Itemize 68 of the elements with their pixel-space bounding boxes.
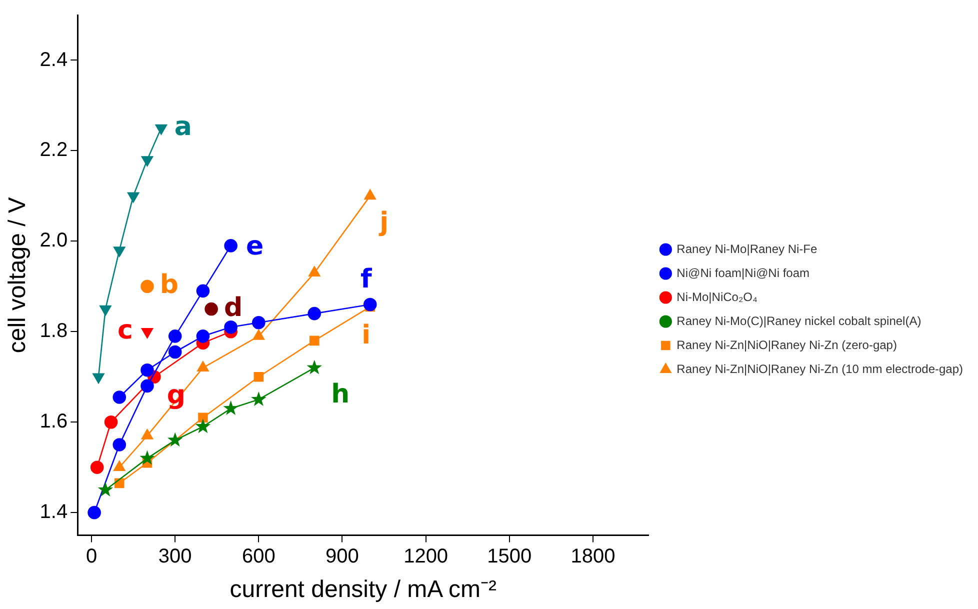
point: [114, 460, 126, 471]
point: [104, 415, 118, 429]
point: [197, 361, 209, 372]
point: [141, 328, 154, 338]
point: [140, 363, 154, 377]
x-axis-title: current density / mA cm⁻²: [230, 576, 497, 604]
legend-label: Ni-Mo|NiCo₂O₄: [676, 290, 758, 304]
point: [196, 284, 210, 298]
point: [223, 400, 238, 416]
point: [252, 316, 266, 330]
point: [90, 460, 104, 474]
y-tick-label: 1.4: [40, 501, 68, 524]
legend-label: Raney Ni-Zn|NiO|Raney Ni-Zn (10 mm electrode-gap): [676, 362, 964, 376]
annotation: e: [246, 231, 264, 262]
point: [251, 391, 266, 406]
point: [114, 246, 126, 257]
point: [140, 379, 154, 393]
annotation: j: [378, 208, 389, 238]
point: [308, 306, 322, 320]
x-tick-label: 900: [326, 546, 359, 568]
y-tick-label: 2.2: [40, 139, 68, 162]
point: [363, 298, 377, 312]
x-tick-label: 1500: [487, 546, 532, 568]
x-tick-label: 300: [158, 546, 192, 568]
x-tick-label: 1800: [570, 546, 616, 568]
annotation: f: [360, 264, 372, 294]
x-tick-label: 600: [242, 546, 276, 568]
point: [155, 124, 168, 135]
annotation: i: [362, 320, 371, 351]
point: [195, 418, 211, 434]
point: [167, 432, 183, 447]
point: [112, 390, 126, 404]
legend-label: Raney Ni-Zn|NiO|Raney Ni-Zn (zero-gap): [676, 338, 897, 352]
annotation: a: [174, 112, 192, 142]
x-tick-label: 0: [86, 546, 98, 568]
point: [309, 336, 320, 346]
point: [141, 156, 154, 166]
annotation: c: [118, 315, 133, 346]
annotation: b: [160, 270, 179, 300]
point: [252, 330, 265, 340]
point: [112, 438, 126, 452]
point: [254, 372, 264, 382]
x-tick-label: 1200: [404, 546, 448, 568]
point: [204, 302, 218, 316]
point: [196, 330, 210, 343]
point: [98, 482, 114, 496]
annotation: d: [224, 292, 243, 323]
y-axis-title: cell voltage / V: [4, 197, 32, 354]
legend-label: Raney Ni-Mo(C)|Raney nickel cobalt spinel(A): [676, 314, 922, 328]
point: [141, 429, 154, 440]
point: [127, 192, 140, 203]
point: [168, 345, 182, 359]
legend-label: Raney Ni-Mo|Raney Ni-Fe: [676, 242, 818, 256]
y-tick-label: 1.8: [40, 320, 68, 342]
y-tick-label: 2.0: [40, 230, 68, 252]
point: [224, 320, 238, 334]
y-tick-label: 2.4: [40, 48, 68, 71]
point: [100, 305, 112, 316]
point: [140, 280, 154, 294]
point: [88, 506, 101, 520]
point: [306, 360, 322, 374]
point: [198, 412, 208, 422]
y-tick-label: 1.6: [40, 410, 68, 433]
point: [224, 239, 238, 252]
annotation: h: [331, 380, 350, 410]
point: [140, 450, 155, 465]
legend-label: Ni@Ni foam|Ni@Ni foam: [676, 266, 810, 280]
point: [168, 330, 182, 343]
